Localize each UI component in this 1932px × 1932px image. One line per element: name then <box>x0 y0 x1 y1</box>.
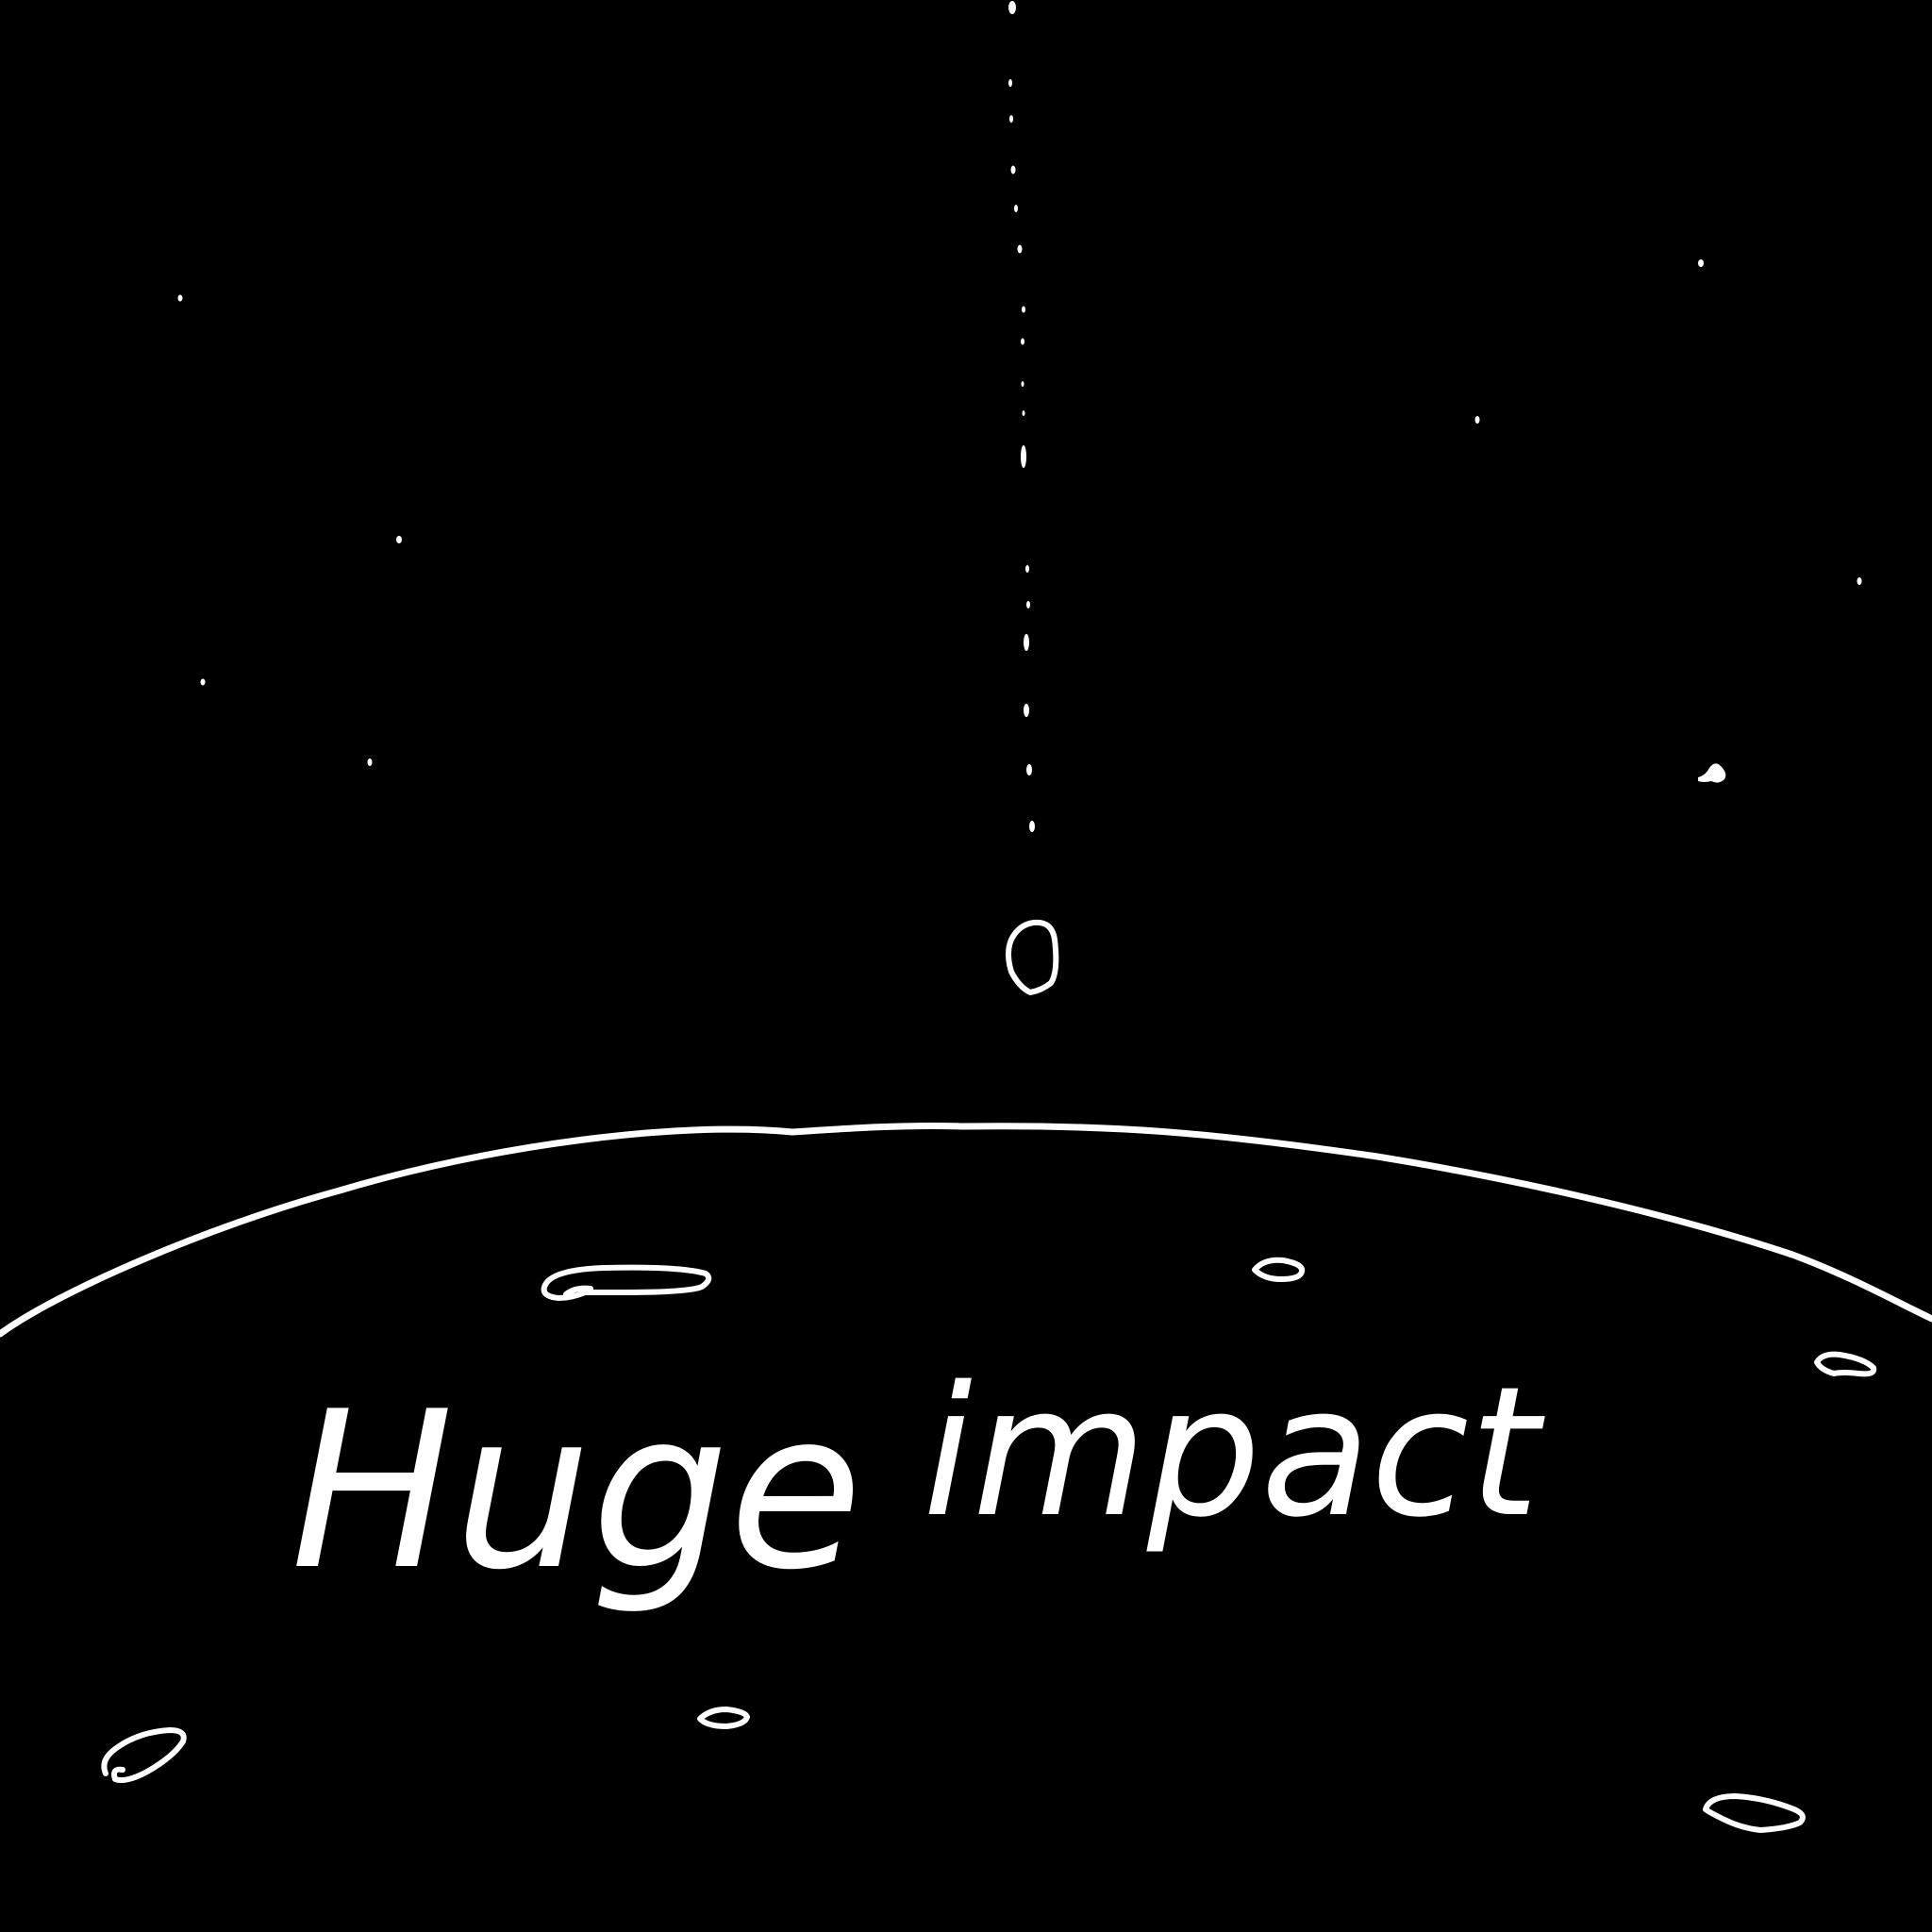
trail-dot <box>1026 601 1030 608</box>
trail-dot <box>1008 1 1016 14</box>
trail-dot <box>1024 634 1029 651</box>
trail-dot <box>1026 764 1032 775</box>
trail-dot <box>1021 381 1024 387</box>
planet-horizon-icon <box>0 1122 1932 1338</box>
dotted-trail-icon <box>1008 1 1035 832</box>
star-icon <box>1474 416 1480 424</box>
caption-word-huge: Huge <box>291 1366 862 1618</box>
trail-dot <box>1021 445 1026 468</box>
crater-icon <box>541 1264 712 1301</box>
star-icon <box>1698 259 1704 267</box>
crater-icon <box>1252 1257 1306 1282</box>
trail-dot <box>1025 565 1029 573</box>
craters <box>101 1257 1877 1833</box>
trail-dot <box>1010 165 1016 175</box>
trail-dot <box>1024 704 1029 717</box>
trail-dot <box>1009 115 1013 123</box>
star-icon <box>200 678 206 686</box>
trail-dot <box>1014 205 1018 212</box>
star-icon <box>1857 577 1862 585</box>
crater-icon <box>697 1707 750 1729</box>
star-icon <box>367 758 373 766</box>
trail-dot <box>1029 821 1035 832</box>
stars <box>177 259 1862 783</box>
trail-dot <box>1022 306 1025 313</box>
meteor-icon <box>1006 919 1059 995</box>
crater-icon <box>1703 1793 1806 1833</box>
star-icon <box>177 294 183 302</box>
caption: Huge impact <box>291 1348 1545 1618</box>
crater-icon <box>101 1727 187 1783</box>
star-icon <box>396 536 402 543</box>
star-icon <box>1698 763 1726 783</box>
caption-word-impact: impact <box>923 1348 1545 1557</box>
trail-dot <box>1022 410 1025 416</box>
trail-dot <box>1021 338 1024 345</box>
crater-icon <box>1814 1351 1877 1377</box>
trail-dot <box>1017 244 1023 254</box>
trail-dot <box>1008 79 1012 87</box>
